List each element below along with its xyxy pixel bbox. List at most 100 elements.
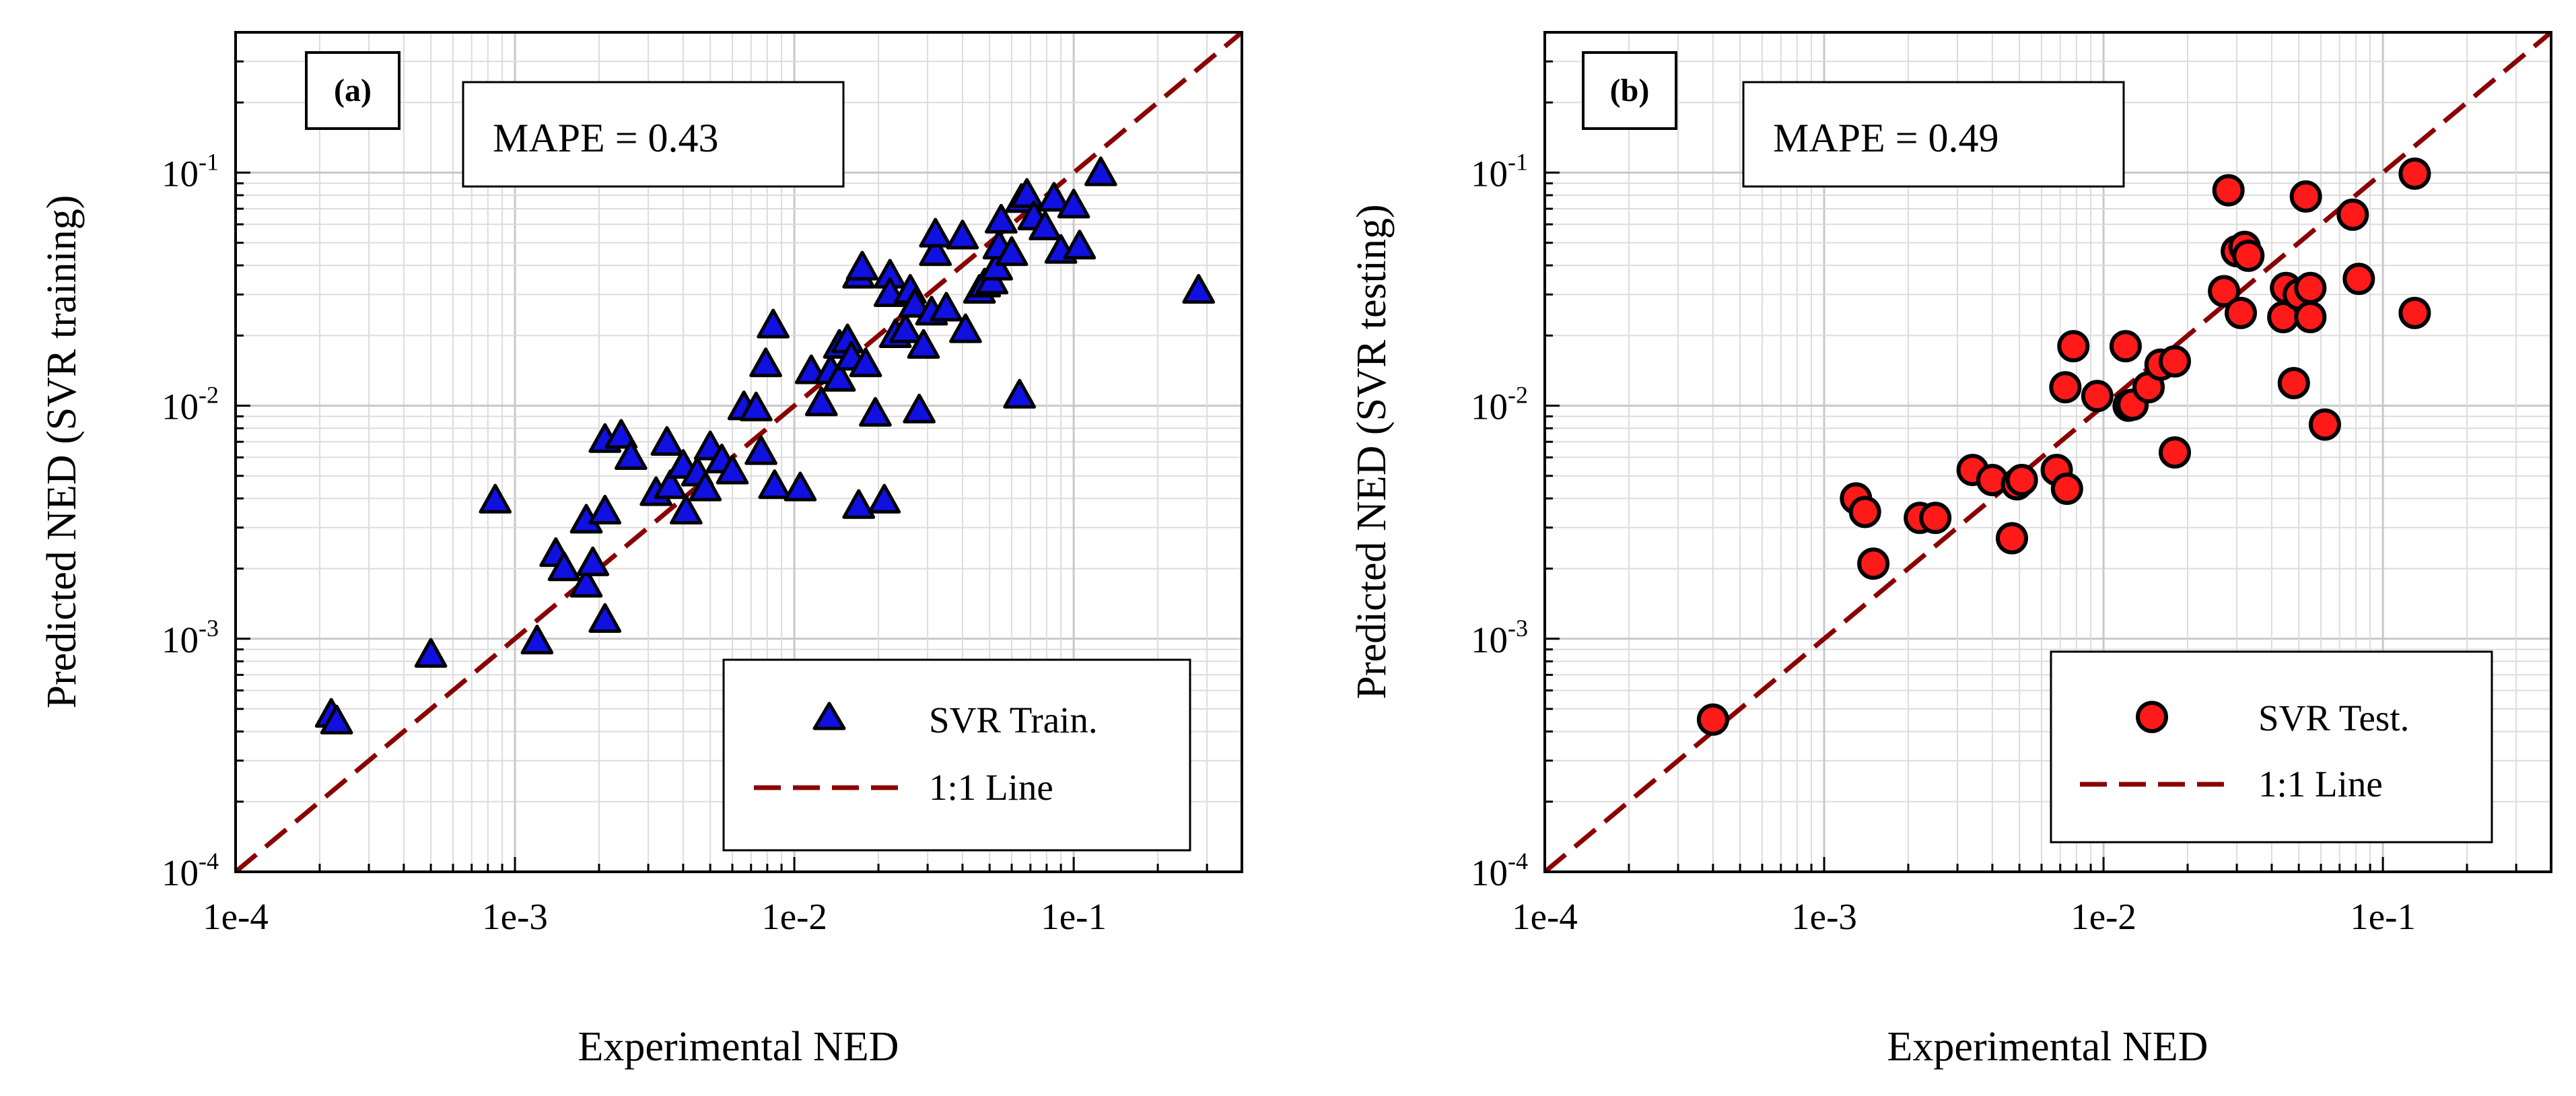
panel-b-data-point	[2308, 408, 2341, 441]
panel-b-legend-label-line: 1:1 Line	[2258, 763, 2383, 804]
panel-b-y-tick-label: 10-4	[1471, 848, 1528, 893]
panel-a-data-point	[744, 435, 777, 465]
panel-a-y-tick-label: 10-3	[162, 615, 219, 660]
panel-a-data-point	[995, 236, 1029, 267]
panel-a-data-point	[868, 483, 901, 514]
panel-a-y-tick-label: 10-2	[162, 382, 219, 427]
panel-a-data-point	[654, 469, 687, 500]
panel-a: 1e-4 1e-3 1e-2 1e-1 10-4 10-3 10-2 10-1 (a) MAP…	[39, 31, 1243, 1070]
panel-b-y-tick-label: 10-3	[1471, 615, 1528, 660]
panel-a-data-point	[614, 440, 648, 471]
panel-a-data-point	[547, 551, 581, 582]
panel-b-data-point	[2049, 371, 2082, 404]
panel-a-data-point	[949, 313, 982, 343]
panel-b-x-tick-label: 1e-4	[1512, 896, 1578, 937]
panel-b-data-point	[2159, 345, 2192, 378]
panel-a-data-point	[740, 391, 773, 421]
panel-a-data-point	[670, 494, 703, 525]
panel-a-data-point	[588, 603, 622, 633]
panel-a-data-point	[845, 250, 879, 281]
panel-a-y-axis-title: Predicted NED (SVR training)	[39, 195, 85, 709]
panel-a-data-point	[576, 546, 610, 576]
panel-b-data-point	[1857, 547, 1890, 580]
panel-b-points	[1696, 157, 2431, 736]
panel-b-data-point	[2294, 271, 2327, 304]
panel-b-data-point	[1995, 522, 2028, 555]
panel-b-data-point	[2289, 180, 2322, 213]
panel-a-data-point	[849, 347, 882, 378]
panel-a-legend-box	[722, 658, 1191, 852]
panel-a-data-point	[1037, 182, 1071, 212]
panel-b-y-tick-label: 10-2	[1471, 382, 1528, 427]
panel-a-x-tick-label: 1e-1	[1041, 896, 1107, 937]
panel-a-data-point	[919, 217, 952, 248]
panel-a-data-point	[757, 308, 790, 339]
panel-a-data-point	[946, 219, 979, 250]
panel-a-data-point	[907, 329, 940, 359]
panel-a-legend-label-points: SVR Train.	[929, 699, 1098, 741]
panel-a-data-point	[1084, 156, 1117, 186]
panel-a-points	[314, 156, 1216, 734]
panel-b-legend-circle-icon	[2136, 701, 2168, 733]
panel-a-data-point	[1010, 178, 1043, 208]
panel-a-data-point	[749, 347, 782, 378]
panel-b-x-tick-label: 1e-1	[2350, 896, 2416, 937]
panel-a-data-point	[320, 704, 353, 734]
panel-b-legend-box	[2050, 650, 2493, 844]
panel-a-x-tick-label: 1e-2	[761, 896, 827, 937]
panel-a-x-tick-label: 1e-3	[482, 896, 548, 937]
panel-b-x-tick-label: 1e-3	[1791, 896, 1857, 937]
panel-b-data-point	[2109, 330, 2142, 363]
panel-a-data-point	[898, 287, 932, 318]
panel-b-y-axis-title: Predicted NED (SVR testing)	[1349, 204, 1395, 699]
panel-b-data-point	[1848, 495, 1881, 528]
panel-a-data-point	[689, 471, 722, 502]
panel-a-legend: SVR Train. 1:1 Line	[722, 658, 1191, 852]
panel-a-data-point	[1063, 230, 1096, 260]
panel-a-ref-line-layer	[236, 32, 1242, 872]
panel-b-data-point	[2212, 174, 2245, 207]
panel-a-mape-box	[462, 81, 845, 188]
panel-a-y-tick-label: 10-1	[162, 148, 219, 194]
panel-a-legend-label-line: 1:1 Line	[929, 767, 1053, 808]
panel-a-data-point	[650, 425, 684, 456]
panel-a-data-point	[889, 313, 922, 343]
panel-a-data-point	[1029, 210, 1061, 240]
panel-b-label-box	[1582, 51, 1677, 130]
panel-a-data-point	[784, 471, 817, 502]
panel-b-data-point	[2336, 198, 2369, 231]
panel-a-data-point	[930, 292, 963, 322]
panel-a-label-box	[305, 51, 401, 130]
panel-b-data-point	[1696, 703, 1729, 736]
panel-a-data-point	[1003, 378, 1037, 409]
panel-a-data-point	[604, 419, 638, 449]
panel-b: 1e-4 1e-3 1e-2 1e-1 10-4 10-3 10-2 10-1 (b) MAP…	[1349, 31, 2552, 1070]
panel-b-data-point	[2159, 436, 2192, 469]
panel-b-data-point	[2342, 263, 2375, 296]
panel-a-data-point	[804, 386, 838, 417]
panel-a-x-axis-title: Experimental NED	[578, 1024, 899, 1070]
panel-b-frame	[1543, 31, 2552, 873]
panel-a-data-point	[1182, 274, 1216, 304]
panel-a-one-to-one-line	[236, 32, 1242, 872]
panel-b-legend-label-points: SVR Test.	[2258, 697, 2409, 739]
panel-a-data-point	[758, 469, 792, 500]
panel-a-data-point	[859, 397, 892, 427]
panel-b-data-point	[2225, 296, 2258, 329]
panel-b-x-axis-title: Experimental NED	[1887, 1024, 2208, 1070]
panel-a-ticks: 1e-4 1e-3 1e-2 1e-1 10-4 10-3 10-2 10-1	[162, 31, 1243, 937]
panel-a-data-point	[479, 483, 512, 514]
panel-a-legend-triangle-icon	[812, 701, 846, 730]
panel-b-y-tick-label: 10-1	[1471, 148, 1528, 194]
panel-b-data-point	[2057, 330, 2090, 363]
panel-b-legend: SVR Test. 1:1 Line	[2050, 650, 2493, 844]
panel-a-data-point	[588, 494, 622, 525]
panel-a-mape-text: MAPE = 0.43	[493, 116, 719, 160]
panel-a-data-point	[1057, 189, 1090, 219]
panel-b-ticks: 1e-4 1e-3 1e-2 1e-1 10-4 10-3 10-2 10-1	[1471, 31, 2552, 937]
panel-b-mape-text: MAPE = 0.49	[1773, 116, 1999, 160]
panel-b-data-point	[2277, 367, 2310, 400]
panel-b-data-point	[2398, 157, 2431, 190]
panel-b-mape-box	[1742, 81, 2125, 188]
